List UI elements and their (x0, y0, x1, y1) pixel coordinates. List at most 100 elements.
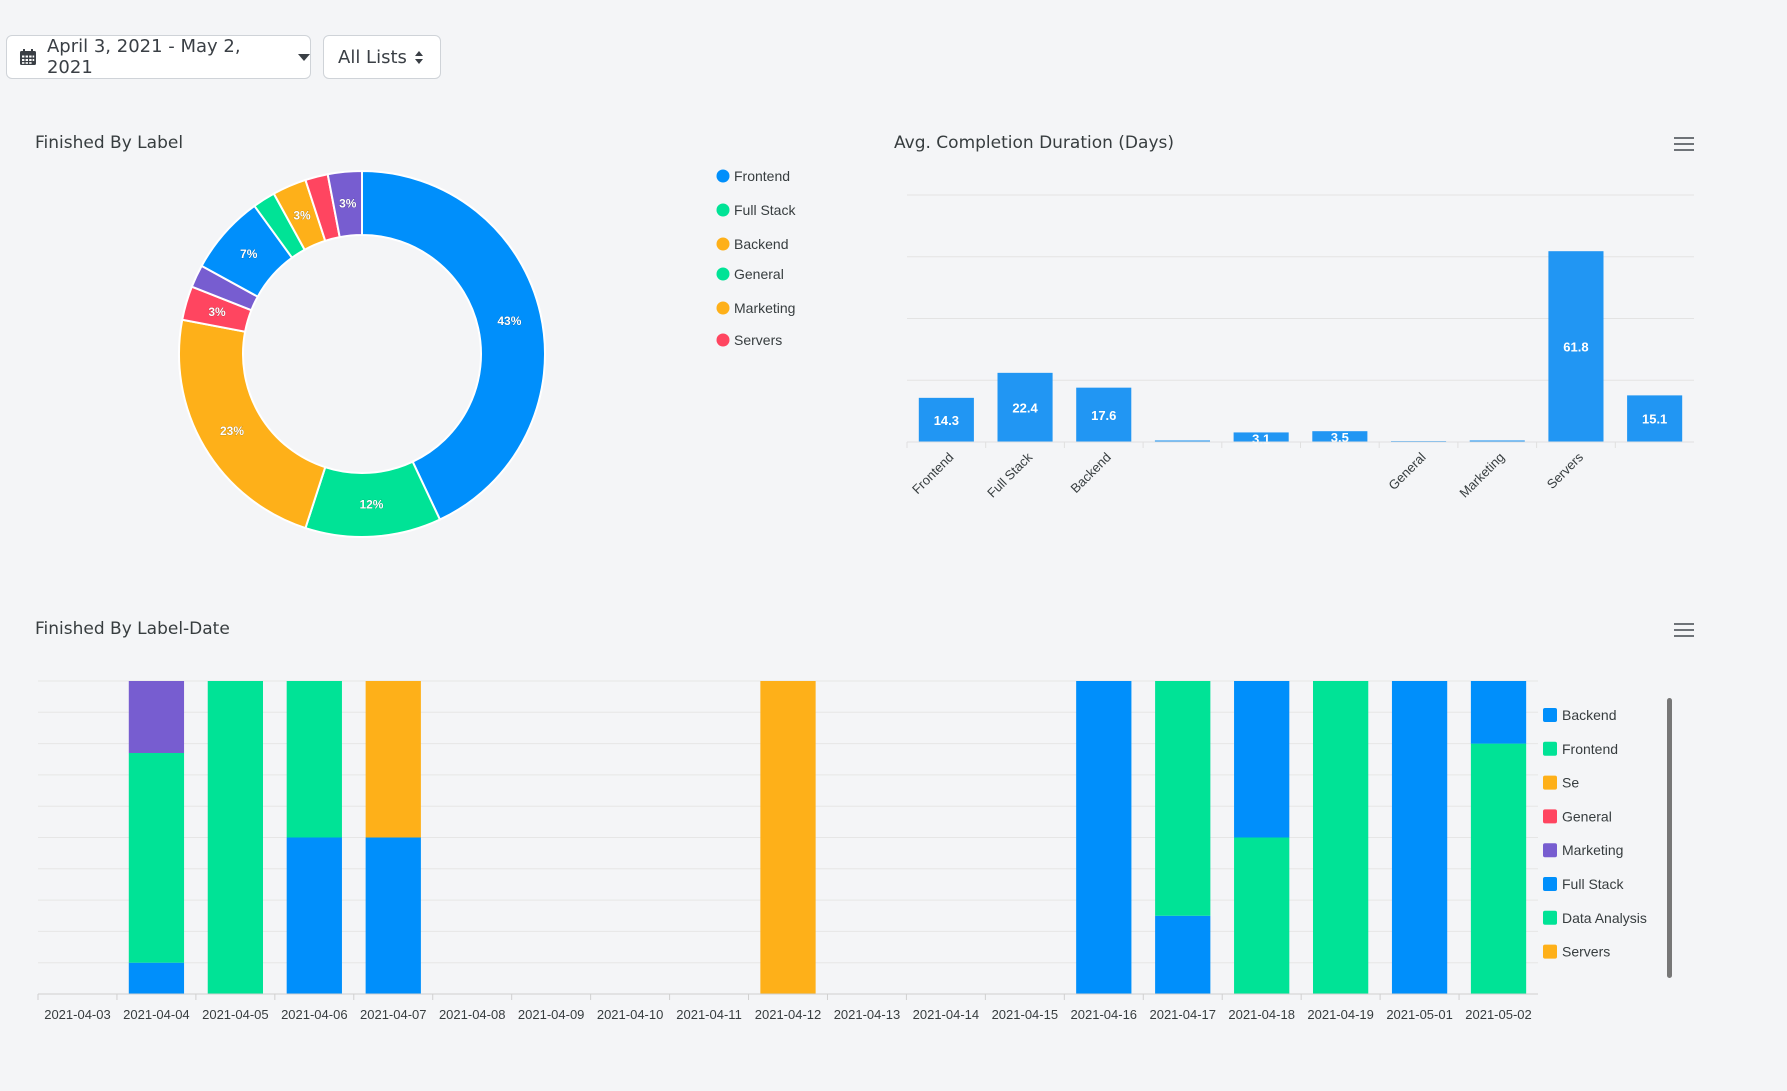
stacked-bar-4-0[interactable] (365, 837, 421, 995)
date-range-label: April 3, 2021 - May 2, 2021 (46, 36, 241, 78)
list-filter-label: All Lists (338, 46, 407, 68)
stacked-bar-9-2[interactable] (760, 681, 816, 994)
stacked-legend-marker-4 (1543, 843, 1557, 858)
donut-legend-label-4[interactable]: Marketing (734, 300, 795, 316)
stacked-x-label-9: 2021-04-12 (755, 1007, 822, 1022)
avg-bar-2[interactable] (1076, 387, 1132, 442)
donut-data-label-3: 3% (208, 305, 226, 319)
stacked-legend-marker-2 (1543, 775, 1557, 790)
avg-bar-7[interactable] (1469, 440, 1525, 442)
stacked-legend-label-0[interactable]: Backend (1562, 707, 1616, 723)
stacked-x-label-5: 2021-04-08 (439, 1007, 506, 1022)
stacked-bar-15-5[interactable] (1234, 681, 1290, 838)
donut-legend-label-0[interactable]: Frontend (734, 168, 790, 184)
stacked-x-label-4: 2021-04-07 (360, 1007, 427, 1022)
stacked-bar-14-1[interactable] (1155, 681, 1211, 916)
avg-bar-0[interactable] (918, 397, 974, 442)
stacked-legend-label-2[interactable]: Se (1562, 775, 1579, 791)
stacked-x-label-16: 2021-04-19 (1307, 1007, 1374, 1022)
avg-x-label-0: Frontend (909, 450, 956, 497)
donut-legend-label-2[interactable]: Backend (734, 236, 788, 252)
avg-bar-9[interactable] (1627, 395, 1683, 442)
donut-data-label-1: 12% (359, 498, 383, 512)
donut-legend-marker-2 (716, 237, 730, 251)
stacked-legend-marker-5 (1543, 877, 1557, 891)
donut-data-label-2: 23% (220, 424, 244, 438)
stacked-x-label-8: 2021-04-11 (676, 1007, 742, 1022)
donut-legend-label-1[interactable]: Full Stack (734, 202, 796, 218)
avg-x-label-8: Servers (1544, 449, 1587, 492)
donut-legend-marker-3 (716, 267, 730, 281)
donut-chart-title: Finished By Label (35, 133, 184, 153)
avg-bar-4[interactable] (1233, 432, 1289, 442)
avg-x-label-2: Backend (1067, 450, 1113, 496)
stacked-legend-marker-1 (1543, 741, 1557, 756)
stacked-bar-4-2[interactable] (365, 681, 421, 838)
stacked-bar-18-5[interactable] (1470, 681, 1527, 744)
avg-bar-1[interactable] (997, 372, 1053, 442)
stacked-x-label-2: 2021-04-05 (202, 1007, 269, 1022)
stacked-x-label-3: 2021-04-06 (281, 1007, 348, 1022)
avg-bar-3[interactable] (1154, 440, 1210, 442)
stacked-legend-label-4[interactable]: Marketing (1562, 842, 1623, 858)
stacked-bar-16-1[interactable] (1313, 681, 1369, 994)
stacked-bar-chart: 2021-04-03 2021-04-04 2021-04-05 2021-04-06… (37, 680, 1672, 1022)
stacked-bar-2-1[interactable] (207, 681, 263, 994)
avg-bar-5[interactable] (1312, 431, 1368, 442)
stacked-bar-13-0[interactable] (1076, 681, 1132, 994)
avg-data-label-4: 3.1 (1252, 431, 1270, 446)
donut-data-label-9: 3% (339, 197, 357, 211)
stacked-x-label-6: 2021-04-09 (518, 1007, 585, 1022)
avg-x-label-7: Marketing (1456, 450, 1507, 501)
stacked-bar-1-1[interactable] (128, 752, 185, 963)
avg-chart-title: Avg. Completion Duration (Days) (894, 133, 1174, 153)
stacked-x-label-11: 2021-04-14 (913, 1007, 980, 1022)
stacked-bar-15-1[interactable] (1234, 837, 1290, 995)
avg-bar-8[interactable] (1548, 251, 1604, 442)
donut-legend-marker-4 (716, 301, 730, 315)
stacked-bar-3-1[interactable] (286, 681, 342, 838)
avg-data-label-1: 22.4 (1012, 400, 1038, 415)
avg-data-label-0: 14.3 (934, 413, 959, 428)
date-range-picker[interactable]: April 3, 2021 - May 2, 2021 (6, 35, 311, 79)
stacked-legend-marker-6 (1543, 910, 1557, 925)
stacked-x-label-14: 2021-04-17 (1149, 1007, 1216, 1022)
donut-legend-label-5[interactable]: Servers (734, 332, 782, 348)
avg-chart-menu-icon[interactable] (1674, 137, 1694, 151)
stacked-legend-label-3[interactable]: General (1562, 808, 1612, 824)
avg-bar-chart: 14.3 Frontend 22.4 Full Stack 17.6 Backend 3.1… (906, 194, 1694, 501)
stacked-legend-label-7[interactable]: Servers (1562, 944, 1610, 960)
stacked-x-label-7: 2021-04-10 (597, 1007, 664, 1022)
stacked-x-label-13: 2021-04-16 (1071, 1007, 1138, 1022)
avg-data-label-8: 61.8 (1563, 340, 1588, 355)
donut-data-label-7: 3% (293, 208, 311, 222)
donut-slice-0[interactable] (361, 169, 546, 521)
stacked-legend-marker-7 (1543, 944, 1557, 959)
stacked-bar-14-0[interactable] (1155, 915, 1211, 994)
stacked-bar-3-0[interactable] (286, 837, 342, 995)
stacked-bar-18-1[interactable] (1470, 743, 1527, 994)
donut-data-label-0: 43% (497, 314, 521, 328)
stacked-legend-label-5[interactable]: Full Stack (1562, 876, 1624, 892)
stacked-legend-label-1[interactable]: Frontend (1562, 741, 1618, 757)
donut-legend-label-3[interactable]: General (734, 266, 784, 282)
stacked-bar-17-0[interactable] (1391, 681, 1448, 994)
stacked-legend-label-6[interactable]: Data Analysis (1562, 910, 1647, 926)
avg-data-label-5: 3.5 (1331, 430, 1349, 445)
avg-x-label-1: Full Stack (984, 449, 1035, 500)
donut-slice-9[interactable] (326, 169, 363, 239)
stacked-bar-1-4[interactable] (128, 681, 185, 753)
avg-data-label-9: 15.1 (1642, 412, 1667, 427)
avg-x-label-6: General (1385, 449, 1428, 492)
donut-legend-marker-0 (716, 169, 730, 183)
caret-down-icon (298, 53, 310, 61)
donut-slice-2[interactable] (178, 318, 327, 530)
stacked-legend-marker-0 (1543, 708, 1557, 722)
stacked-chart-menu-icon[interactable] (1674, 623, 1694, 637)
legend-scrollbar[interactable] (1667, 698, 1672, 978)
stacked-bar-1-0[interactable] (128, 962, 185, 994)
stacked-x-label-1: 2021-04-04 (123, 1007, 190, 1022)
list-filter-select[interactable]: All Lists (323, 35, 441, 79)
stacked-x-label-18: 2021-05-02 (1465, 1007, 1532, 1022)
stacked-legend-marker-3 (1543, 809, 1557, 824)
